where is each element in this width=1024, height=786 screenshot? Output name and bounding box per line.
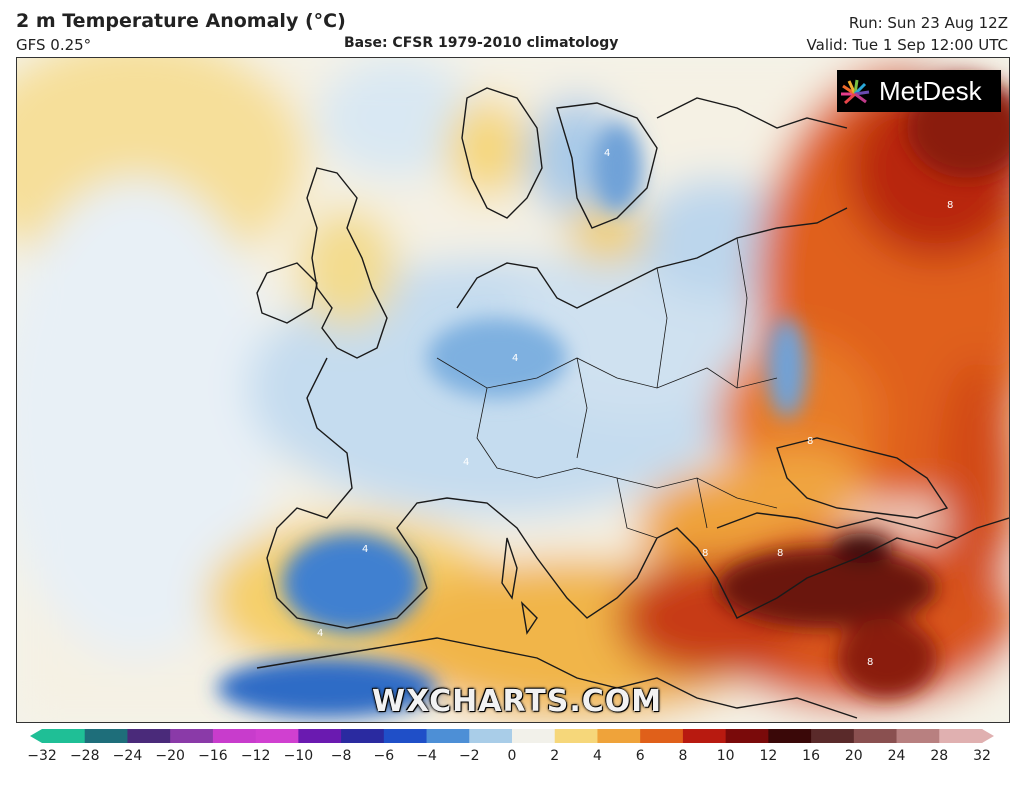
scale-arrow-right xyxy=(982,729,994,743)
contour-label: 8 xyxy=(807,436,813,447)
scale-segment xyxy=(469,729,513,743)
run-time: Run: Sun 23 Aug 12Z xyxy=(848,14,1008,32)
scale-tick-label: −28 xyxy=(69,748,100,764)
contour-label: 8 xyxy=(947,200,953,211)
scale-segment xyxy=(853,729,898,743)
contour-label: 8 xyxy=(867,657,873,668)
contour-label: 8 xyxy=(702,548,708,559)
contour-label: 4 xyxy=(512,353,518,364)
metdesk-logo: MetDesk xyxy=(837,70,1001,112)
color-scale-bar xyxy=(30,729,994,743)
scale-tick-label: 8 xyxy=(678,748,688,764)
coastlines xyxy=(256,87,1009,719)
valid-time: Valid: Tue 1 Sep 12:00 UTC xyxy=(806,36,1008,54)
scale-segment xyxy=(682,729,727,743)
scale-segment xyxy=(512,729,556,743)
scale-segment xyxy=(811,729,855,743)
scale-segment xyxy=(170,729,214,743)
scale-segment xyxy=(768,729,812,743)
scale-tick-label: −10 xyxy=(283,748,314,764)
scale-tick-label: −20 xyxy=(155,748,185,764)
scale-segment xyxy=(298,729,342,743)
scale-tick-label: 10 xyxy=(716,748,735,764)
scale-segment xyxy=(341,729,385,743)
contour-label: 8 xyxy=(777,548,783,559)
scale-tick-label: 2 xyxy=(550,748,560,764)
scale-segment xyxy=(212,729,257,743)
scale-tick-label: 12 xyxy=(759,748,778,764)
anomaly-map[interactable]: 4 4 4 4 4 8 8 8 8 8 MetDesk WX xyxy=(16,57,1010,723)
scale-tick-label: 0 xyxy=(507,748,517,764)
scale-segment xyxy=(255,729,299,743)
scale-segment xyxy=(939,729,983,743)
scale-tick-label: −2 xyxy=(458,748,480,764)
color-scale-ticks: −32 −28 −24 −20 −16 −12 −10 −8 −6 −4 −2 0 2 4 6 8 10 12 16… xyxy=(0,748,1024,772)
scale-tick-label: 16 xyxy=(802,748,820,764)
contour-label: 4 xyxy=(317,628,323,639)
scale-tick-label: −4 xyxy=(416,748,437,764)
contour-label: 4 xyxy=(362,544,368,555)
scale-tick-label: −24 xyxy=(112,748,143,764)
scale-tick-label: −16 xyxy=(198,748,228,764)
scale-tick-label: 24 xyxy=(887,748,906,764)
scale-segment xyxy=(84,729,128,743)
scale-tick-label: −32 xyxy=(27,748,57,764)
country-borders xyxy=(436,237,778,539)
model-label: GFS 0.25° xyxy=(16,36,92,54)
contour-label: 4 xyxy=(463,457,469,468)
scale-segment xyxy=(127,729,171,743)
scale-tick-label: −6 xyxy=(373,748,395,764)
scale-arrow-left xyxy=(30,729,42,743)
anomaly-field xyxy=(17,58,1009,722)
scale-tick-label: −8 xyxy=(330,748,352,764)
scale-tick-label: 28 xyxy=(930,748,949,764)
chart-title: 2 m Temperature Anomaly (°C) xyxy=(16,10,346,32)
metdesk-burst-icon xyxy=(841,79,870,105)
scale-segment xyxy=(640,729,684,743)
scale-tick-label: −12 xyxy=(240,748,271,764)
scale-tick-label: 32 xyxy=(973,748,991,764)
base-label: Base: CFSR 1979-2010 climatology xyxy=(344,35,619,51)
scale-tick-label: 6 xyxy=(635,748,645,764)
scale-tick-label: 4 xyxy=(592,748,602,764)
scale-segment xyxy=(554,729,598,743)
scale-tick-label: 20 xyxy=(844,748,863,764)
scale-segment xyxy=(896,729,940,743)
contour-label: 4 xyxy=(604,148,610,159)
scale-segment xyxy=(725,729,769,743)
scale-segment xyxy=(42,729,86,743)
scale-segment xyxy=(383,729,428,743)
contour-labels: 4 4 4 4 4 8 8 8 8 8 xyxy=(317,148,953,668)
anomaly-cores xyxy=(217,78,1009,718)
scale-segment xyxy=(597,729,641,743)
map-canvas: 4 4 4 4 4 8 8 8 8 8 xyxy=(17,58,1009,722)
metdesk-wordmark: MetDesk xyxy=(879,75,982,106)
wxcharts-watermark: WXCHARTS.COM xyxy=(372,684,663,719)
scale-segment xyxy=(426,729,470,743)
